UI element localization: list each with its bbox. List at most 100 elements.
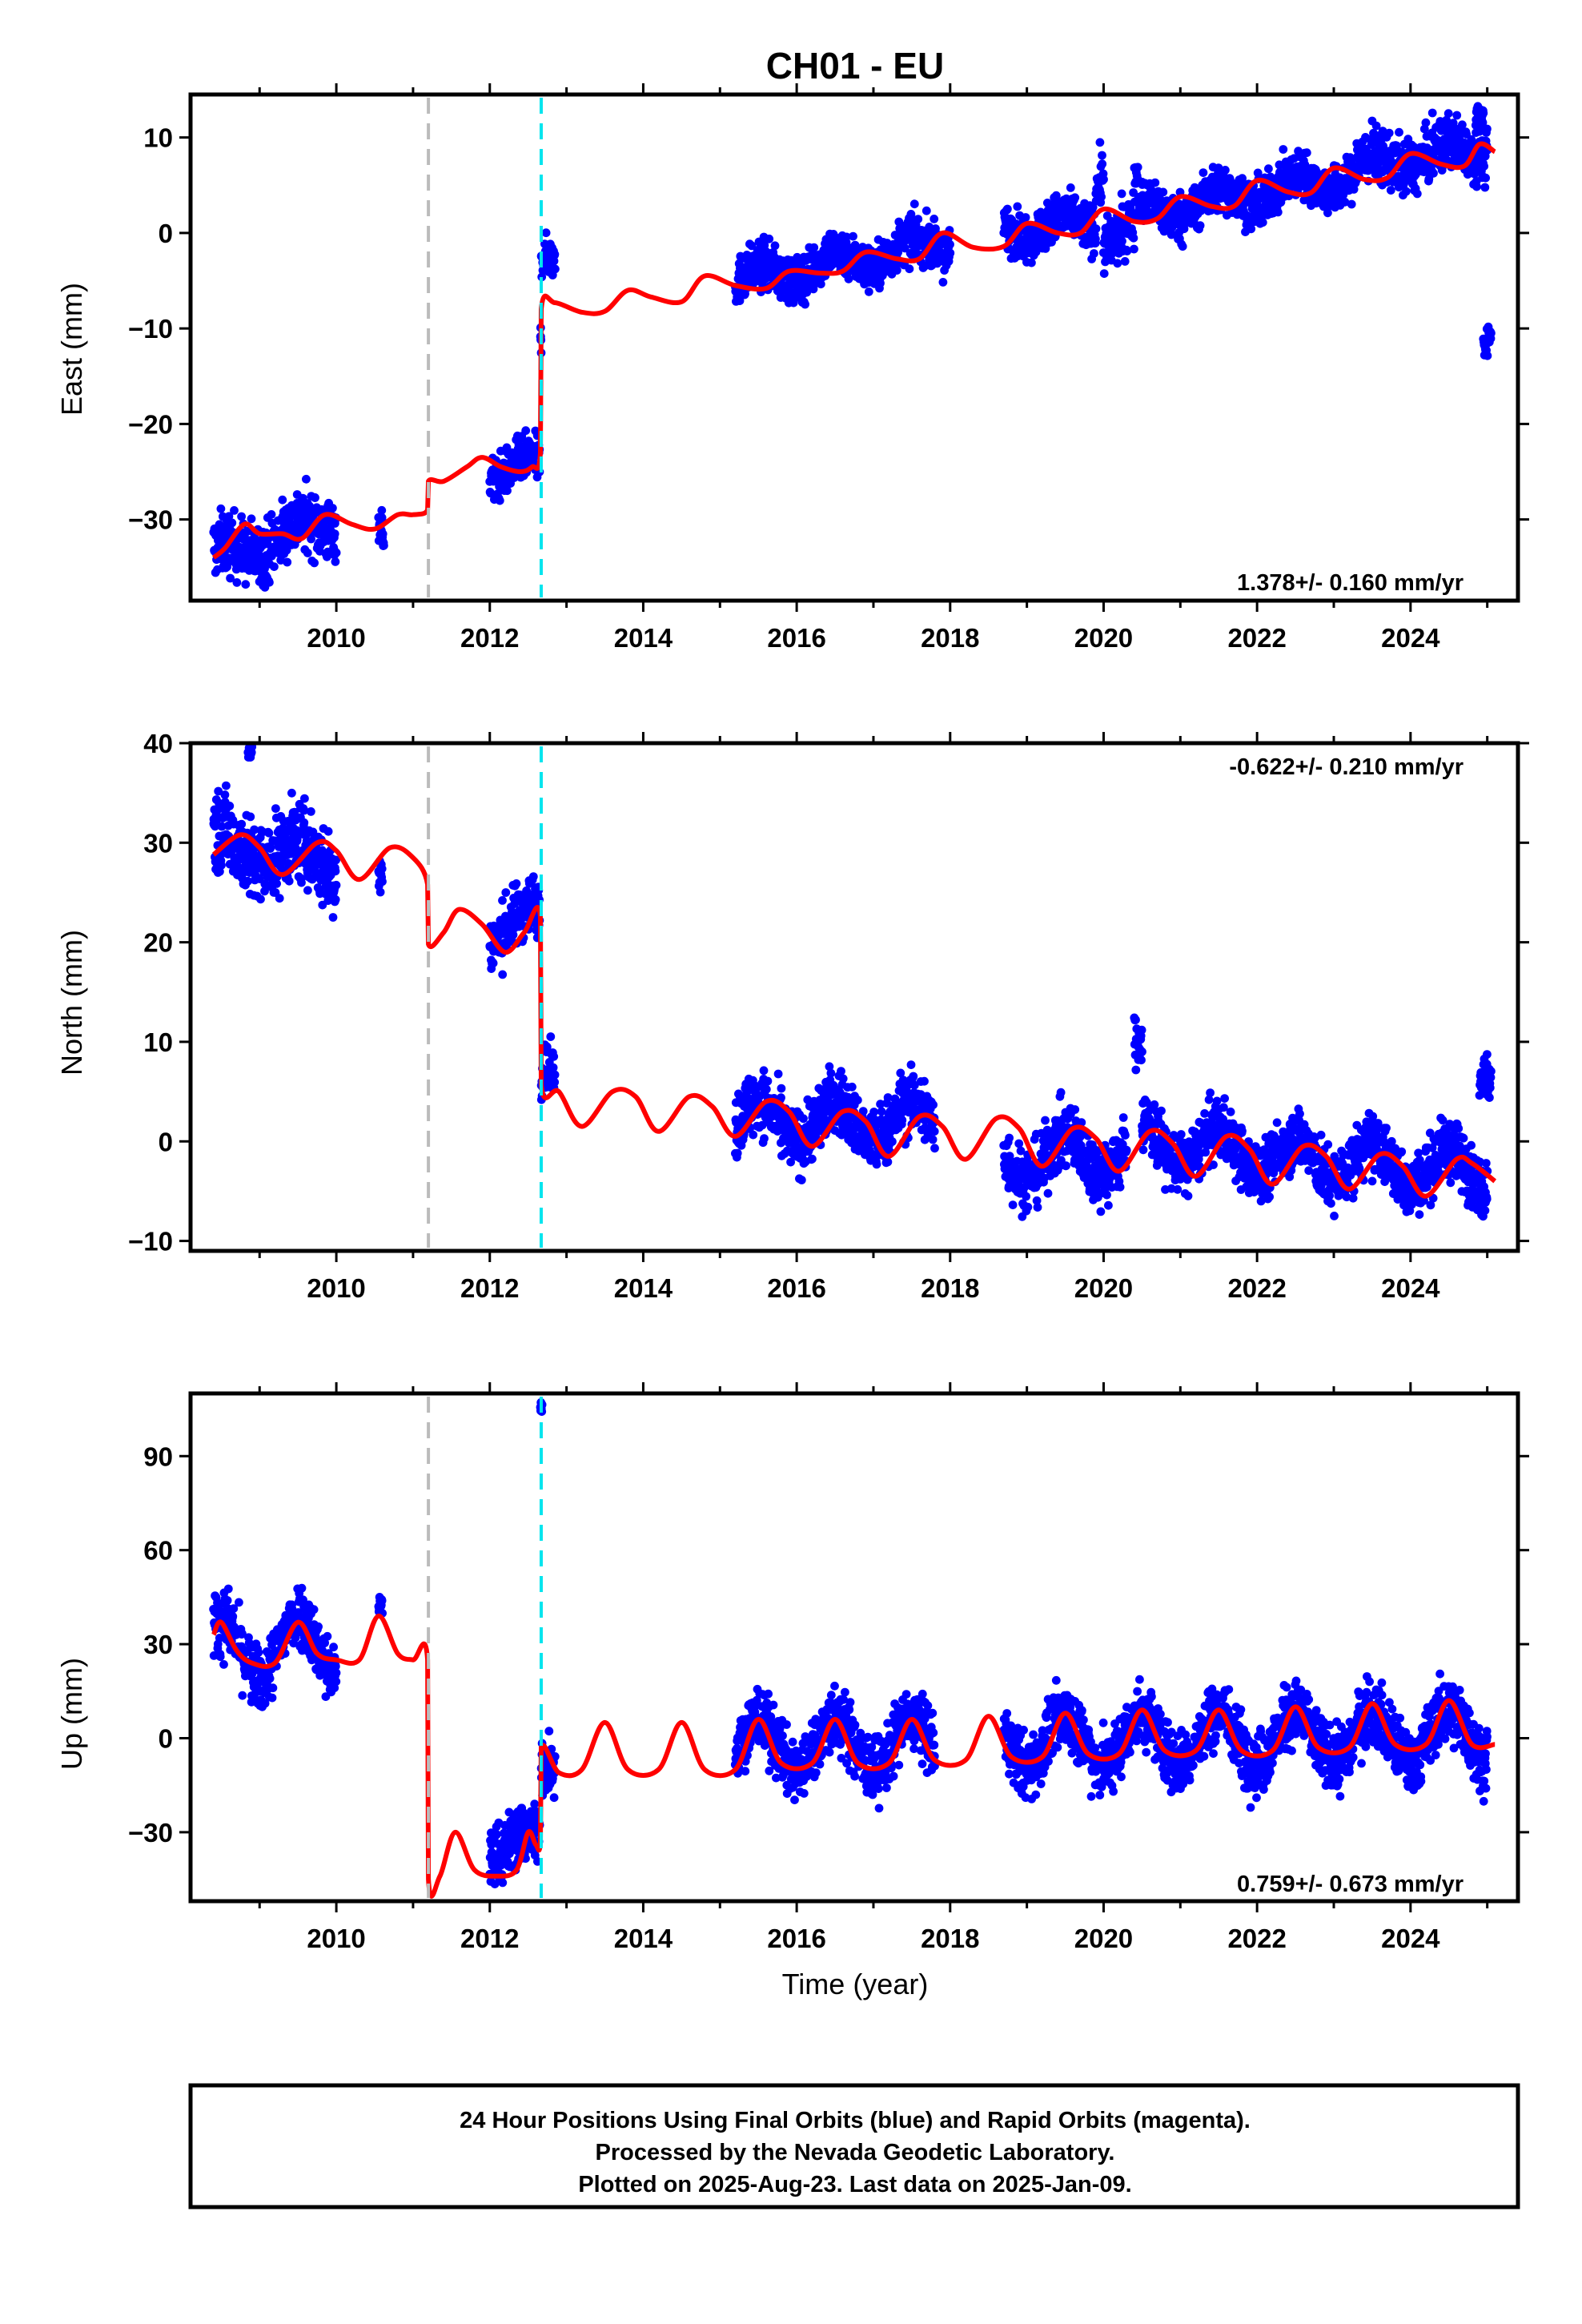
north-data-point (550, 1077, 560, 1087)
east-data-point (1480, 162, 1488, 171)
north-data-point (826, 1068, 836, 1078)
north-data-point (546, 1032, 556, 1041)
east-data-point (1097, 192, 1106, 202)
north-data-point (549, 1051, 559, 1061)
north-data-point (217, 861, 226, 870)
north-data-point (808, 1154, 817, 1164)
east-data-point (1098, 151, 1106, 160)
north-data-point (271, 804, 280, 813)
east-data-point (224, 512, 234, 521)
north-data-point (1238, 1126, 1247, 1136)
north-data-point (1033, 1203, 1042, 1212)
east-data-point (1091, 234, 1100, 243)
east-x-tick-label: 2014 (614, 623, 673, 653)
east-data-point (521, 426, 531, 436)
north-data-point (287, 788, 296, 798)
east-data-point (1130, 244, 1138, 254)
north-data-point (1070, 1105, 1080, 1114)
east-data-point (1117, 189, 1126, 199)
east-data-point (227, 518, 237, 528)
north-data-point (1206, 1088, 1215, 1097)
east-data-point (809, 243, 819, 252)
east-data-point (1120, 257, 1130, 266)
east-x-tick-label: 2022 (1227, 623, 1286, 653)
east-data-point (1427, 108, 1437, 118)
north-data-point (222, 781, 231, 790)
east-data-point (1480, 183, 1490, 192)
east-data-point (1070, 193, 1080, 203)
north-data-point (1137, 1055, 1146, 1065)
east-data-point (1099, 269, 1109, 278)
east-data-points (209, 102, 1496, 592)
north-data-point (920, 1076, 929, 1086)
east-data-point (1347, 199, 1356, 209)
east-rate-label: 1.378+/- 0.160 mm/yr (1237, 570, 1464, 596)
east-data-point (921, 206, 931, 215)
north-data-point (1157, 1106, 1166, 1116)
north-data-point (930, 1144, 939, 1153)
east-data-point (1129, 233, 1138, 243)
east-x-tick-label: 2010 (307, 623, 365, 653)
north-data-point (1212, 1096, 1222, 1106)
north-data-point (1056, 1088, 1066, 1097)
north-data-point (906, 1060, 916, 1069)
east-data-point (265, 577, 274, 587)
east-y-axis-label: East (mm) (55, 283, 88, 416)
north-data-point (888, 1137, 897, 1146)
north-data-point (1022, 1192, 1030, 1201)
north-data-point (275, 894, 284, 903)
north-data-point (1115, 1182, 1125, 1192)
east-data-point (1279, 145, 1288, 154)
east-data-point (765, 234, 774, 243)
north-data-point (1043, 1188, 1053, 1198)
east-y-tick-label: −20 (128, 409, 173, 439)
east-data-point (770, 241, 780, 251)
north-data-point (1173, 1184, 1182, 1194)
north-data-point (1131, 1065, 1141, 1075)
east-data-point (1158, 187, 1168, 197)
east-x-tick-label: 2016 (767, 623, 825, 653)
north-data-point (1131, 1015, 1140, 1024)
north-data-point (760, 1134, 769, 1143)
east-data-point (230, 506, 239, 515)
east-data-point (892, 266, 901, 275)
north-data-point (761, 1084, 771, 1094)
north-data-point (264, 828, 274, 838)
east-data-point (1113, 259, 1122, 268)
north-data-point (897, 1116, 907, 1125)
east-data-point (938, 278, 948, 287)
east-data-point (747, 241, 757, 251)
north-data-point (777, 1084, 786, 1093)
east-data-point (1133, 163, 1142, 172)
east-data-point (1027, 258, 1036, 267)
east-data-point (1483, 351, 1492, 360)
north-data-point (1008, 1200, 1018, 1209)
north-data-point (1265, 1192, 1274, 1201)
east-data-point (267, 510, 276, 519)
north-data-point (331, 880, 341, 890)
east-y-tick-label: −30 (128, 505, 173, 535)
east-data-point (331, 557, 340, 566)
east-data-point (378, 529, 387, 539)
east-data-point (1090, 249, 1098, 258)
east-data-point (1302, 148, 1311, 158)
east-data-point (1402, 187, 1411, 196)
north-data-point (929, 1100, 938, 1109)
north-data-point (797, 1176, 806, 1184)
north-data-point (307, 807, 315, 816)
east-data-point (913, 215, 923, 223)
north-data-point (928, 1135, 938, 1144)
east-model-line (211, 141, 1496, 560)
east-data-point (283, 557, 292, 567)
east-data-point (503, 486, 512, 496)
north-data-point (837, 1067, 845, 1076)
east-data-point (1091, 224, 1101, 233)
east-data-point (307, 534, 315, 544)
east-data-point (310, 558, 319, 568)
east-data-point (849, 231, 857, 241)
north-data-point (323, 826, 333, 836)
north-data-point (300, 794, 309, 803)
east-x-tick-label: 2018 (921, 623, 979, 653)
north-data-point (1041, 1116, 1050, 1125)
north-data-point (284, 876, 294, 886)
